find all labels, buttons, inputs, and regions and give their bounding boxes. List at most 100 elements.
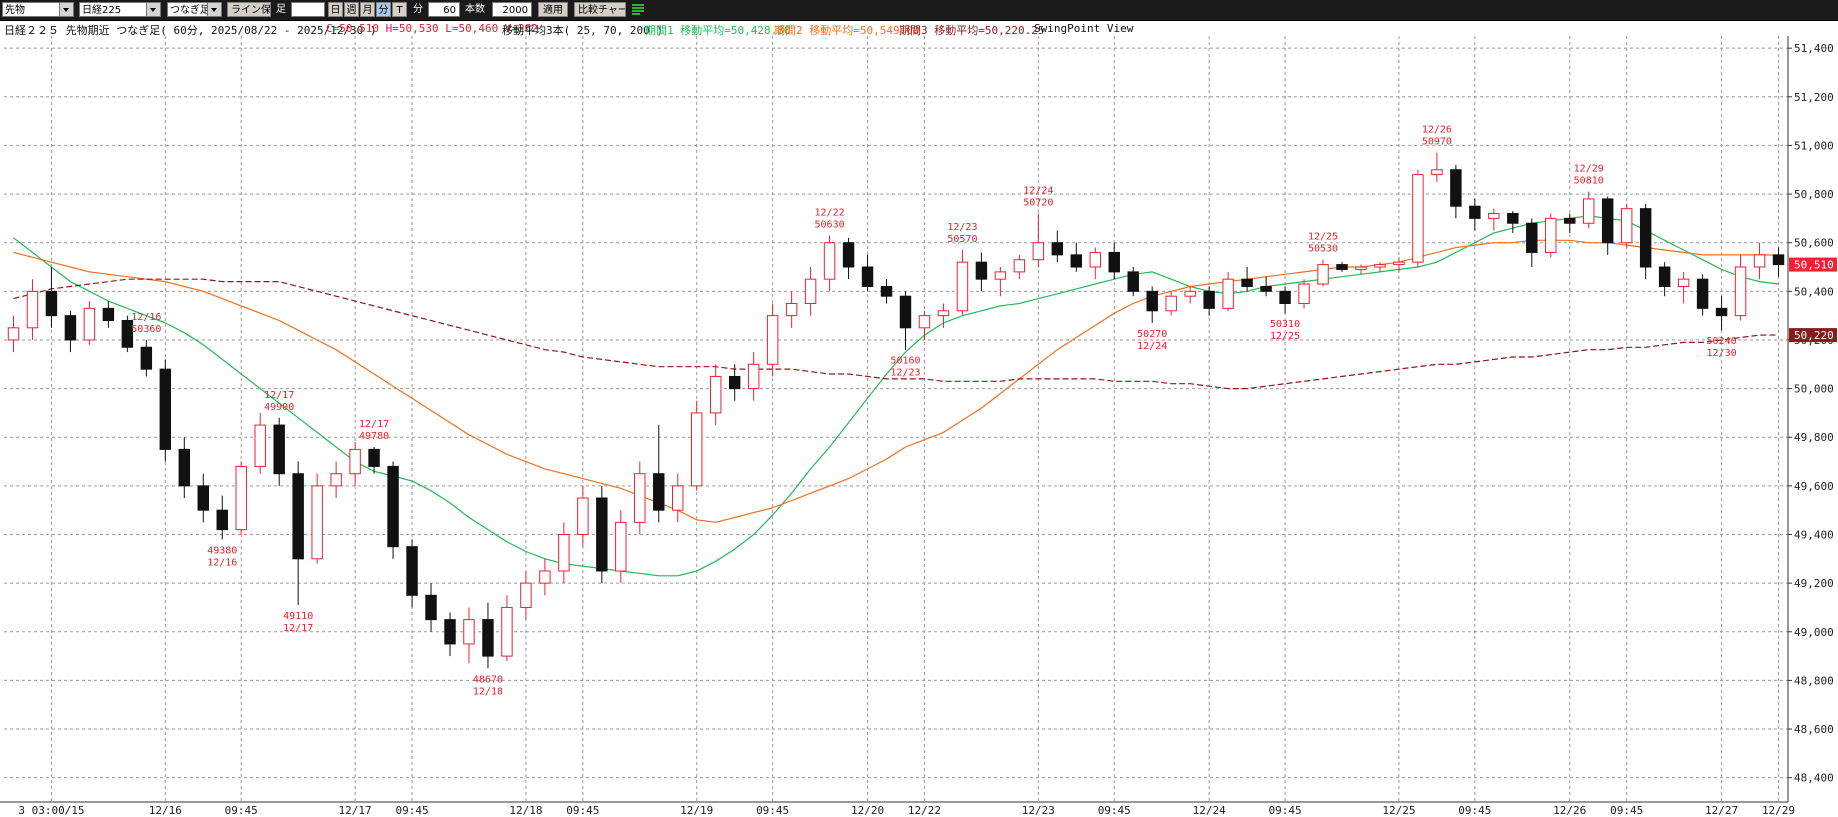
market-value: 先物 [5, 5, 25, 16]
candle [1620, 203, 1633, 248]
candle [463, 607, 475, 664]
period-week-button[interactable]: 週 [344, 2, 359, 17]
candle [1734, 254, 1747, 321]
period-month-button[interactable]: 月 [360, 2, 375, 17]
x-tick-label: 09:45 [1458, 804, 1491, 817]
y-tick-label: 51,400 [1794, 42, 1834, 55]
swing-label: 12/23 [890, 368, 920, 379]
candle-body [615, 521, 627, 572]
candle-body [1393, 261, 1405, 266]
x-tick-label: 12/25 [1382, 804, 1415, 817]
swing-label: 50570 [947, 234, 977, 245]
candle-body [1203, 290, 1215, 309]
toolbar: 先物 日経225 つなぎ足 ライン保存 足 日 週 月 分 T 分 60 本数 … [0, 0, 1838, 21]
swing-label: 12/17 [264, 390, 294, 401]
x-tick-label: 12/18 [509, 804, 542, 817]
candle [1013, 254, 1026, 280]
candle [823, 235, 836, 292]
candle [1336, 262, 1348, 272]
swing-label: 50720 [1023, 198, 1053, 209]
candle-body [83, 307, 96, 341]
candle [1393, 257, 1405, 272]
swingpoint-view-label: SwingPoint View [1034, 22, 1134, 35]
apply-button[interactable]: 適用 [538, 2, 568, 17]
x-tick-label: 12/16 [149, 804, 182, 817]
candle-body [1146, 290, 1158, 312]
swing-label: 50810 [1574, 176, 1604, 187]
candle-body [747, 363, 760, 390]
x-tick-label: 12/27 [1705, 804, 1738, 817]
candle [1165, 291, 1177, 316]
candle-body [1601, 198, 1614, 244]
symbol-value: 日経225 [82, 5, 122, 16]
candle-body [1658, 266, 1671, 287]
candle-body [558, 534, 570, 572]
contract-select[interactable]: つなぎ足 [167, 2, 222, 17]
ma-settings-label: 移動平均3本( 25, 70, 200 ) [502, 24, 663, 37]
candle-body [804, 278, 817, 304]
candle-body [1753, 254, 1766, 268]
chevron-down-icon [146, 3, 160, 16]
symbol-select[interactable]: 日経225 [79, 2, 161, 17]
y-tick-label: 51,200 [1794, 91, 1834, 104]
swing-label: 12/16 [131, 312, 161, 323]
candle [1070, 242, 1083, 272]
candle [1146, 286, 1158, 323]
candle-body [273, 424, 285, 475]
swing-label: 12/30 [1707, 348, 1737, 359]
price-tag-label: 50,510 [1794, 259, 1834, 272]
price-chart[interactable]: 12/16503604938012/1612/17499004911012/17… [0, 36, 1838, 817]
period-tick-button[interactable]: T [392, 2, 407, 17]
swing-label: 12/16 [207, 557, 237, 568]
candle-body [634, 473, 646, 523]
candle-body [425, 594, 437, 621]
ma-line-3 [13, 278, 1779, 390]
candle [292, 461, 304, 606]
candle [1127, 267, 1139, 297]
x-tick-label: 09:45 [1610, 804, 1643, 817]
minute-label: 分 [413, 4, 423, 15]
x-tick-label: 09:45 [395, 804, 428, 817]
ma-line-1 [13, 215, 1779, 577]
candle-body [1032, 242, 1045, 261]
candle [311, 473, 323, 564]
candle [1317, 259, 1329, 287]
candle-body [64, 315, 77, 341]
period-day-button[interactable]: 日 [328, 2, 343, 17]
candle [1051, 230, 1064, 263]
candle-body [7, 327, 20, 341]
candle [1222, 271, 1234, 311]
candle-body [235, 465, 247, 531]
ashi-input[interactable] [291, 2, 325, 17]
candle-body [539, 570, 551, 584]
candle [1753, 242, 1766, 280]
candle-body [899, 295, 912, 329]
candle [387, 461, 399, 559]
minute-input[interactable]: 60 [428, 2, 460, 17]
candle-body [1772, 254, 1785, 266]
count-input[interactable]: 2000 [492, 2, 532, 17]
candle [975, 252, 988, 292]
compare-chart-button[interactable]: 比較チャート [574, 2, 626, 17]
candle-body [520, 582, 532, 608]
candle [1184, 286, 1196, 304]
candle [482, 602, 494, 669]
candle [634, 461, 646, 535]
candle [330, 461, 342, 499]
candle-body [1051, 242, 1064, 256]
candle-body [1431, 169, 1443, 176]
candle [1431, 152, 1443, 182]
chart-settings-icon[interactable] [631, 2, 645, 17]
period-minute-button[interactable]: 分 [376, 2, 391, 17]
candle [1601, 196, 1614, 255]
market-select[interactable]: 先物 [2, 2, 74, 17]
y-tick-label: 49,200 [1794, 577, 1834, 590]
line-save-button[interactable]: ライン保存 [227, 2, 271, 17]
swing-labels: 12/16503604938012/1612/17499004911012/17… [131, 125, 1736, 698]
